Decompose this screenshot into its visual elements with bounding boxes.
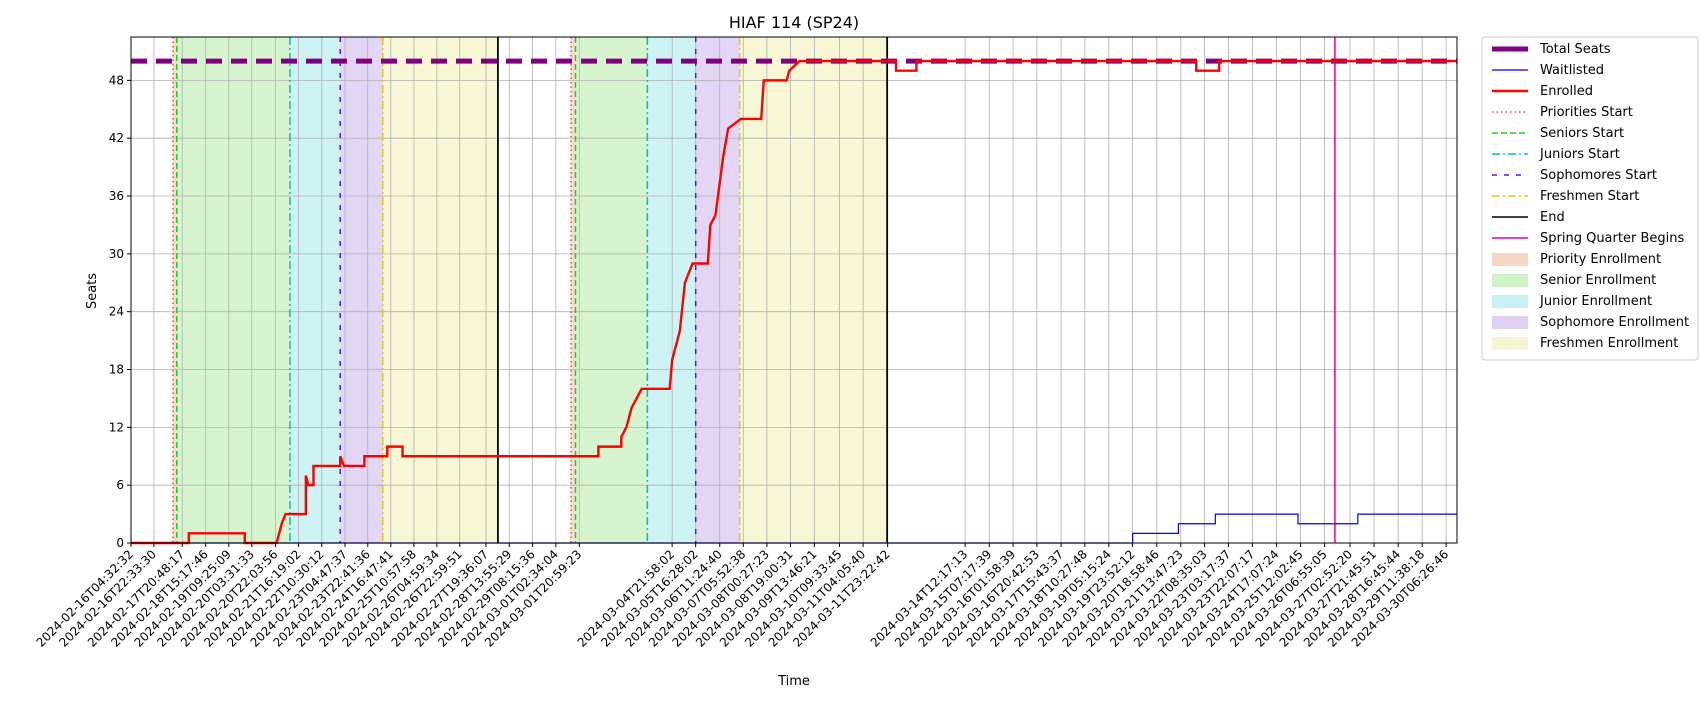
y-tick-label: 0 xyxy=(116,536,124,550)
enrolled-series xyxy=(131,59,1457,545)
legend-label-waitlisted: Waitlisted xyxy=(1540,63,1604,78)
y-tick-label: 24 xyxy=(109,305,124,319)
senior-enrollment-band xyxy=(176,37,290,543)
legend-swatch-freshmen-enrollment xyxy=(1492,337,1528,350)
waitlisted-series xyxy=(131,513,1457,544)
legend-label-freshmen-enrollment: Freshmen Enrollment xyxy=(1540,336,1678,351)
y-tick-label: 6 xyxy=(116,478,124,492)
legend-label-sophomores-start: Sophomores Start xyxy=(1540,168,1657,183)
legend-label-juniors-start: Juniors Start xyxy=(1539,147,1620,162)
priority-enrollment-band xyxy=(571,37,576,543)
legend-label-freshmen-start: Freshmen Start xyxy=(1540,189,1639,204)
legend-label-total-seats: Total Seats xyxy=(1539,42,1611,57)
legend-swatch-junior-enrollment xyxy=(1492,295,1528,308)
legend-label-enrolled: Enrolled xyxy=(1540,84,1593,99)
chart-title: HIAF 114 (SP24) xyxy=(729,13,859,32)
y-tick-label: 30 xyxy=(109,247,124,261)
sophomore-enrollment-band xyxy=(695,37,740,543)
legend-label-spring-quarter-begins: Spring Quarter Begins xyxy=(1540,231,1684,246)
legend-swatch-sophomore-enrollment xyxy=(1492,316,1528,329)
legend-label-priorities-start: Priorities Start xyxy=(1540,105,1633,120)
y-axis-label: Seats xyxy=(85,273,100,309)
legend-label-sophomore-enrollment: Sophomore Enrollment xyxy=(1540,315,1689,330)
y-tick-label: 48 xyxy=(109,73,124,87)
junior-enrollment-band xyxy=(647,37,696,543)
priority-enrollment-band xyxy=(172,37,177,543)
sophomore-enrollment-band xyxy=(340,37,383,543)
y-tick-label: 36 xyxy=(109,189,124,203)
freshmen-enrollment-band xyxy=(382,37,498,543)
legend-box xyxy=(1481,36,1699,361)
x-axis-label: Time xyxy=(777,674,810,689)
legend-label-senior-enrollment: Senior Enrollment xyxy=(1540,273,1656,288)
plot-frame xyxy=(130,36,1458,544)
legend-label-priority-enrollment: Priority Enrollment xyxy=(1540,252,1661,267)
y-tick-label: 12 xyxy=(109,420,124,434)
senior-enrollment-band xyxy=(575,37,648,543)
legend-label-seniors-start: Seniors Start xyxy=(1540,126,1624,141)
legend-swatch-priority-enrollment xyxy=(1492,253,1528,266)
freshmen-enrollment-band xyxy=(739,37,888,543)
y-tick-label: 18 xyxy=(109,363,124,377)
legend-label-junior-enrollment: Junior Enrollment xyxy=(1539,294,1652,309)
legend-label-end: End xyxy=(1540,210,1565,225)
legend-swatch-senior-enrollment xyxy=(1492,274,1528,287)
y-tick-label: 42 xyxy=(109,131,124,145)
